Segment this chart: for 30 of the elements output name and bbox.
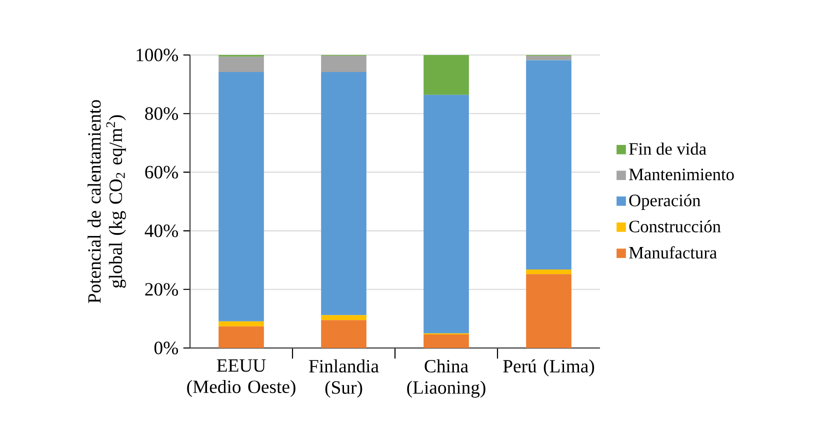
bar — [526, 269, 572, 274]
bar — [321, 56, 366, 72]
y-tick-label: 80% — [145, 107, 178, 120]
legend-label: Fin de vida — [629, 142, 706, 155]
x-tick-label: Perú (Lima) — [503, 359, 594, 376]
bar — [321, 315, 366, 320]
bar — [526, 56, 572, 60]
bar — [424, 334, 469, 348]
legend-label: Construcción — [629, 220, 721, 232]
x-tick-label: China (Liaoning) — [407, 359, 486, 398]
legend-label: Mantenimiento — [629, 168, 734, 180]
bar — [424, 94, 469, 334]
y-tick-label: 60% — [145, 166, 178, 179]
y-tick-label: 0% — [154, 342, 178, 354]
bar — [218, 72, 264, 322]
bar — [321, 72, 366, 316]
legend-label: Operación — [629, 194, 700, 210]
bar — [218, 326, 264, 348]
y-tick-label: 100% — [136, 48, 178, 62]
legend-label: Manufactura — [629, 246, 717, 259]
bar — [218, 321, 264, 326]
x-tick-label: EEUU (Medio Oeste) — [187, 359, 296, 397]
bar — [218, 56, 264, 72]
bar — [321, 320, 366, 348]
y-tick-label: 20% — [145, 283, 178, 296]
y-tick-label: 40% — [144, 224, 178, 238]
bar — [424, 55, 469, 95]
x-tick-label: Finlandia (Sur) — [309, 359, 379, 398]
bar — [526, 60, 572, 270]
bar — [526, 274, 572, 348]
